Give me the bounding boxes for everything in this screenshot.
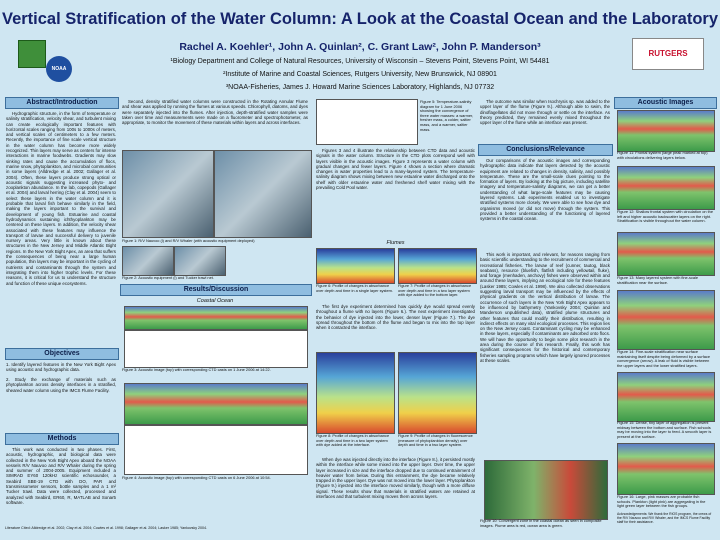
results-text: The first dye experiment determined how … — [316, 304, 475, 331]
caption: Figure 3: Acoustic image (top) with corr… — [122, 368, 271, 372]
acoustic-image — [124, 306, 308, 330]
authors: Rachel A. Koehler¹, John A. Quinlan², C.… — [179, 41, 541, 53]
acoustic-image — [617, 443, 715, 495]
photo — [214, 150, 312, 238]
objective: 1. Identify layered features in the New … — [6, 362, 116, 373]
section-heading: Acoustic Images — [614, 97, 717, 109]
methods-text: Second, density stratified water columns… — [122, 99, 308, 126]
flume-plot — [316, 352, 395, 434]
caption: Figure 2: Acoustic equipment (l) and Tuc… — [122, 276, 214, 280]
acoustic-image — [617, 372, 715, 422]
caption: Figure 9: Profile of changes in fluoresc… — [398, 434, 473, 448]
section-heading: Conclusions/Relevance — [478, 144, 613, 156]
section-heading: Objectives — [5, 348, 119, 360]
caption: Figure 11: Frontal system (large peak ma… — [617, 151, 708, 160]
acoustic-image — [617, 110, 715, 152]
methods-text: This work was conducted in two phases. F… — [6, 447, 116, 505]
acoustic-image — [617, 166, 715, 210]
abstract-text: Hydrographic structure, in the form of t… — [6, 111, 116, 286]
section-heading: Methods — [5, 433, 119, 445]
caption: Figure 1: R/V Nauvoo (l) and R/V Whaler … — [122, 239, 255, 243]
caption: Figure 4: Acoustic image (top) with corr… — [122, 476, 271, 480]
literature-cited: Literature Cited: Alldredge et al. 2002;… — [5, 526, 208, 530]
results-text: When dye was injected directly into the … — [316, 457, 475, 500]
affiliation: ¹Biology Department and College of Natur… — [170, 58, 550, 65]
caption: Figure 15: Dense, tiny layer of aggregat… — [617, 421, 712, 439]
affiliation: ³NOAA-Fisheries, James J. Howard Marine … — [225, 84, 495, 91]
acoustic-image — [124, 383, 308, 425]
acknowledgements: Acknowledgements: We thank the RIOS prog… — [617, 512, 712, 524]
subheading: Coastal Ocean — [196, 298, 234, 304]
acoustic-image — [617, 232, 715, 276]
satellite-image — [484, 460, 608, 520]
photo — [174, 246, 226, 276]
section-heading: Abstract/Introduction — [5, 97, 119, 109]
acoustic-image — [617, 290, 715, 350]
caption: Figure 16: Large, pink masses are probab… — [617, 495, 706, 509]
affiliation: ²Institute of Marine and Coastal Science… — [223, 71, 497, 78]
logo-left — [18, 40, 46, 68]
flume-plot — [398, 352, 477, 434]
caption: Figure 10: Convergent zone in the coasta… — [480, 519, 602, 528]
caption: Figure 8: Profile of changes in absorban… — [316, 434, 390, 448]
noaa-logo: NOAA — [46, 56, 72, 82]
caption: Figure 7: Profile of changes in absorban… — [398, 284, 472, 298]
results-text: Figures 3 and 4 illustrate the relations… — [316, 148, 475, 191]
conclusions-text: Our comparisons of the acoustic images a… — [480, 158, 610, 222]
caption: Figure 14: Fine-scale stratification nea… — [617, 350, 710, 368]
section-heading: Results/Discussion — [120, 284, 312, 296]
photo — [122, 246, 174, 276]
title: Vertical Stratification of the Water Col… — [1, 10, 719, 28]
flume-plot — [398, 248, 477, 284]
ctd-plots — [124, 330, 308, 368]
objective: 2. Study the exchange of materials such … — [6, 377, 116, 393]
ts-diagram — [316, 99, 418, 145]
results-text: The outcome was similar when Isochrysis … — [480, 99, 610, 126]
subheading: Flumes — [386, 240, 405, 246]
photo — [122, 150, 214, 238]
conclusions-text: This work is important, and relevant, fo… — [480, 252, 610, 363]
caption: Figure 5: Temperature-salinity diagram f… — [420, 100, 474, 132]
ctd-plots — [124, 425, 308, 475]
caption: Figure 6: Profile of changes in absorban… — [316, 284, 393, 293]
flume-plot — [316, 248, 395, 284]
caption: Figure 12: Shallow frontal system with c… — [617, 210, 713, 224]
caption: Figure 13: Many layered system with fine… — [617, 276, 699, 285]
rutgers-logo: RUTGERS — [632, 38, 704, 70]
